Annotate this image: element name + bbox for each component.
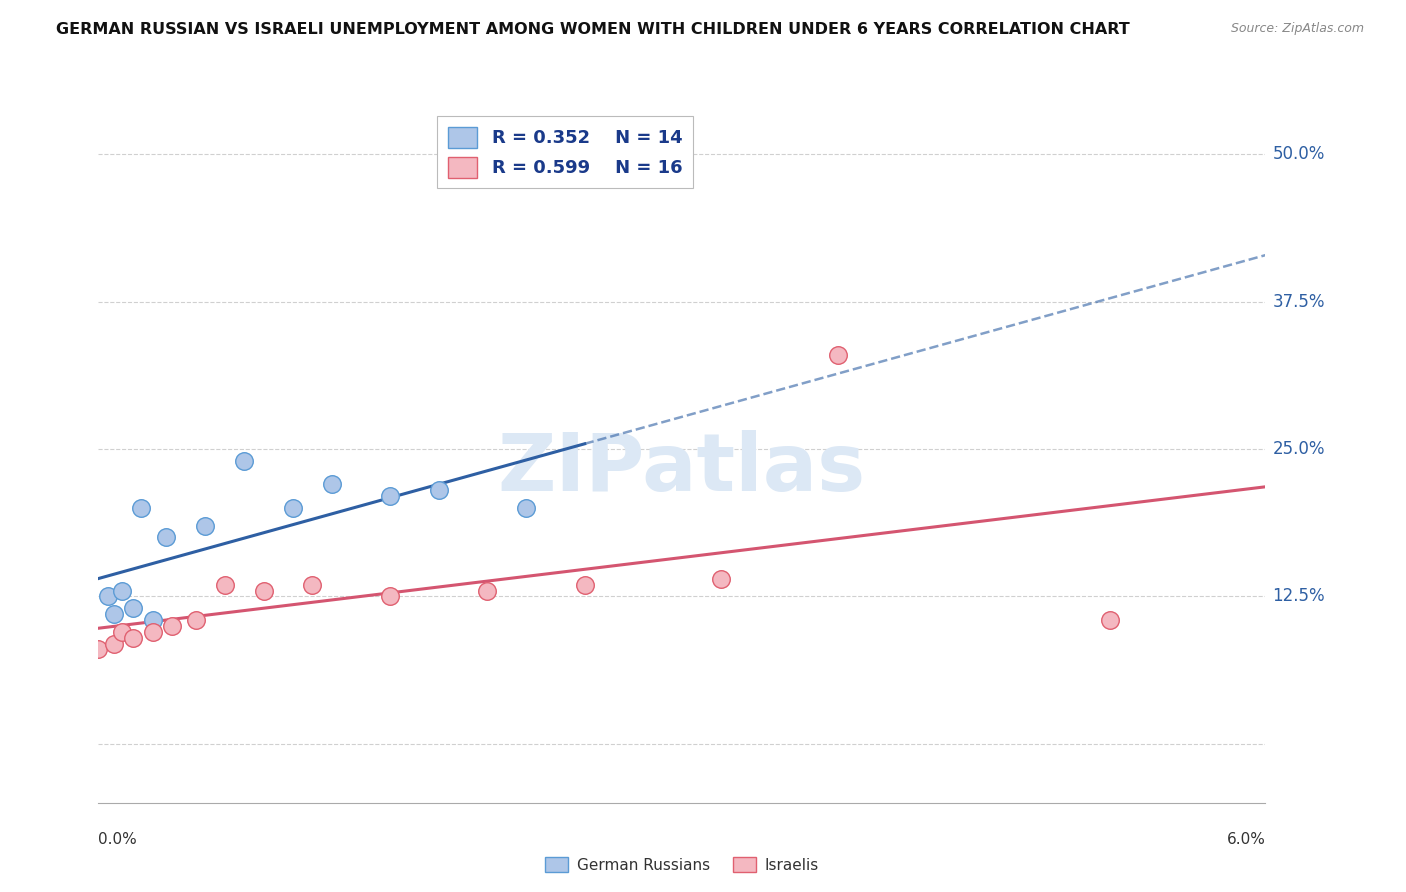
Point [253,583,276,598]
Legend: German Russians, Israelis: German Russians, Israelis [538,850,825,879]
Point [301,577,323,591]
Point [233,454,256,468]
Text: GERMAN RUSSIAN VS ISRAELI UNEMPLOYMENT AMONG WOMEN WITH CHILDREN UNDER 6 YEARS C: GERMAN RUSSIAN VS ISRAELI UNEMPLOYMENT A… [56,22,1130,37]
Point [710,572,733,586]
Text: 50.0%: 50.0% [1272,145,1324,163]
Point [378,489,402,503]
Point [103,637,125,651]
Point [827,348,849,362]
Text: 6.0%: 6.0% [1226,832,1265,847]
Point [574,577,596,591]
Point [378,590,402,604]
Point [122,631,145,645]
Text: 37.5%: 37.5% [1272,293,1324,310]
Text: ZIPatlas: ZIPatlas [498,430,866,508]
Point [111,624,134,639]
Point [142,624,165,639]
Text: 12.5%: 12.5% [1272,588,1324,606]
Point [97,590,120,604]
Point [214,577,236,591]
Point [142,613,165,627]
Point [427,483,450,498]
Point [103,607,125,621]
Point [477,583,499,598]
Point [281,500,304,515]
Point [162,619,184,633]
Point [122,601,145,615]
Point [129,500,152,515]
Point [515,500,537,515]
Text: Source: ZipAtlas.com: Source: ZipAtlas.com [1230,22,1364,36]
Text: 0.0%: 0.0% [98,832,138,847]
Point [155,531,177,545]
Point [184,613,207,627]
Point [87,642,110,657]
Point [111,583,134,598]
Point [321,477,343,491]
Point [1098,613,1121,627]
Text: 25.0%: 25.0% [1272,440,1324,458]
Point [194,518,217,533]
